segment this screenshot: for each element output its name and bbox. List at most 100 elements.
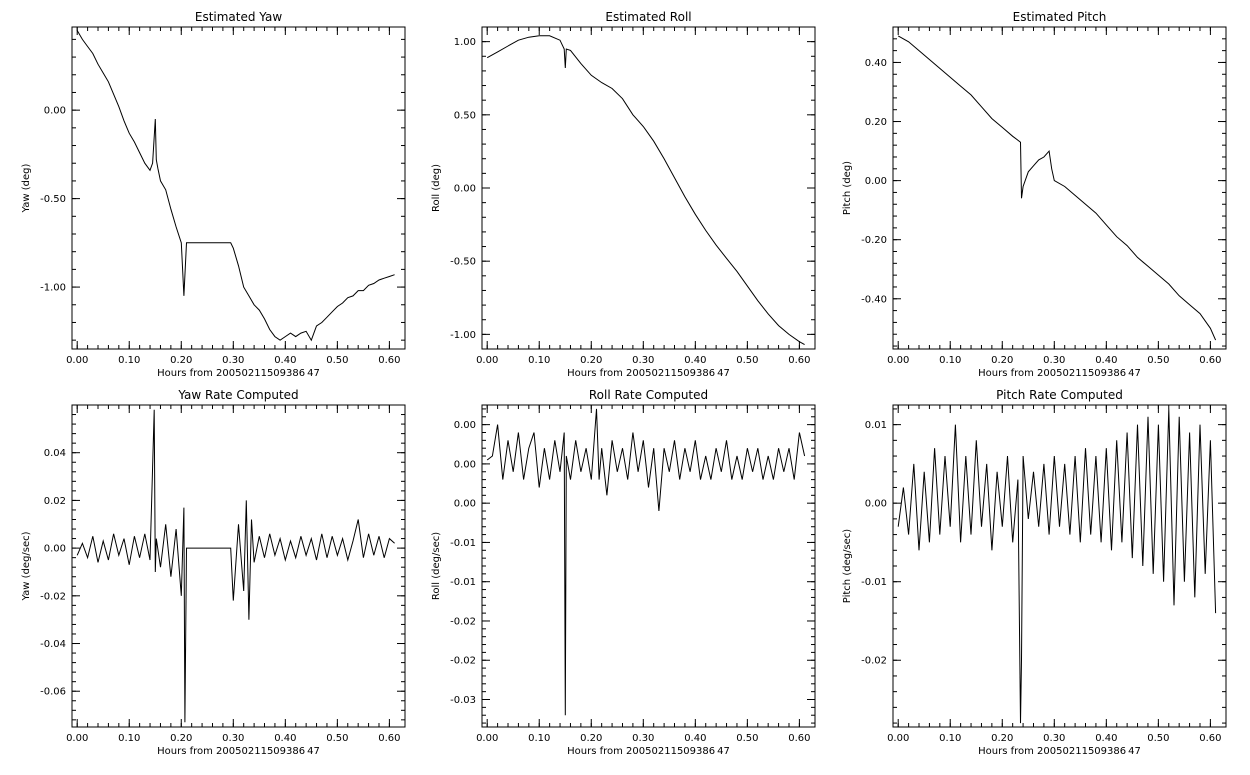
plot-frame — [892, 404, 1227, 728]
series-line — [76, 409, 395, 723]
x-tick-label: 0.10 — [118, 733, 140, 744]
series-line — [897, 408, 1217, 724]
x-tick-label: 0.20 — [580, 355, 602, 366]
chart-panel-5: Roll Rate Computed Hours from 20050211509… — [431, 388, 816, 757]
x-tick-label: 0.10 — [118, 355, 140, 366]
y-tick-label: -0.50 — [450, 257, 476, 268]
y-tick-label: -0.04 — [40, 639, 66, 650]
x-tick-label: 0.00 — [476, 733, 498, 744]
x-tick-label: 0.30 — [632, 733, 654, 744]
y-tick-label: -0.40 — [861, 294, 887, 305]
y-tick-label: 0.02 — [44, 496, 66, 507]
series-line — [897, 35, 1217, 341]
y-tick-label: 0.00 — [865, 499, 887, 510]
y-tick-label: -0.03 — [450, 695, 476, 706]
y-tick-label: 0.00 — [454, 459, 476, 470]
y-tick-label: -0.01 — [450, 538, 476, 549]
plot-frame — [71, 26, 406, 350]
plot-frame — [481, 404, 816, 728]
chart-panel-2: Estimated Roll Hours from 20050211509386 … — [431, 10, 816, 379]
x-tick-label: 0.10 — [939, 355, 961, 366]
x-tick-label: 0.60 — [1199, 733, 1221, 744]
plot-frame — [892, 26, 1227, 350]
x-tick-label: 0.20 — [991, 355, 1013, 366]
y-tick-label: -0.20 — [861, 235, 887, 246]
y-tick-label: -0.01 — [450, 577, 476, 588]
chart-panel-6: Pitch Rate Computed Hours from 2005021150… — [842, 388, 1227, 757]
y-tick-label: 0.00 — [44, 106, 66, 117]
x-tick-label: 0.00 — [66, 733, 88, 744]
y-tick-label: -0.06 — [40, 687, 66, 698]
x-tick-label: 0.60 — [788, 733, 810, 744]
y-tick-label: 0.00 — [454, 499, 476, 510]
x-tick-label: 0.20 — [991, 733, 1013, 744]
x-tick-label: 0.50 — [326, 355, 348, 366]
y-tick-label: 1.00 — [454, 37, 476, 48]
x-tick-label: 0.60 — [788, 355, 810, 366]
plot-frame — [481, 26, 816, 350]
x-tick-label: 0.40 — [1095, 733, 1117, 744]
x-axis-label: Hours from 20050211509386 47 — [157, 368, 320, 379]
x-tick-label: 0.30 — [222, 355, 244, 366]
x-tick-label: 0.40 — [1095, 355, 1117, 366]
chart-panel-1: Estimated Yaw Hours from 20050211509386 4… — [21, 10, 406, 379]
y-axis-label: Yaw (deg/sec) — [21, 531, 32, 601]
chart-title: Estimated Roll — [605, 10, 691, 24]
x-tick-label: 0.10 — [528, 355, 550, 366]
y-tick-label: 0.00 — [454, 184, 476, 195]
x-tick-label: 0.00 — [887, 355, 909, 366]
x-tick-label: 0.50 — [736, 733, 758, 744]
chart-title: Roll Rate Computed — [589, 388, 708, 402]
plot-frame — [71, 404, 406, 728]
x-tick-label: 0.50 — [1147, 355, 1169, 366]
x-tick-label: 0.50 — [326, 733, 348, 744]
y-tick-label: -1.00 — [40, 283, 66, 294]
chart-panel-3: Estimated Pitch Hours from 20050211509386… — [842, 10, 1227, 379]
x-tick-label: 0.30 — [632, 355, 654, 366]
y-axis-label: Pitch (deg/sec) — [842, 529, 853, 604]
x-tick-label: 0.20 — [580, 733, 602, 744]
y-tick-label: 0.01 — [865, 420, 887, 431]
y-axis-label: Roll (deg/sec) — [431, 532, 442, 600]
y-tick-label: -0.01 — [861, 577, 887, 588]
x-tick-label: 0.10 — [528, 733, 550, 744]
x-axis-label: Hours from 20050211509386 47 — [567, 368, 730, 379]
x-tick-label: 0.50 — [736, 355, 758, 366]
x-tick-label: 0.30 — [1043, 733, 1065, 744]
y-tick-label: 0.40 — [865, 58, 887, 69]
y-tick-label: -1.00 — [450, 330, 476, 341]
x-tick-label: 0.00 — [66, 355, 88, 366]
series-line — [486, 35, 805, 346]
x-tick-label: 0.00 — [887, 733, 909, 744]
x-tick-label: 0.40 — [684, 733, 706, 744]
y-tick-label: 0.04 — [44, 448, 66, 459]
y-tick-label: -0.02 — [450, 616, 476, 627]
x-tick-label: 0.20 — [170, 355, 192, 366]
y-tick-label: -0.02 — [450, 656, 476, 667]
x-tick-label: 0.60 — [378, 355, 400, 366]
x-tick-label: 0.30 — [1043, 355, 1065, 366]
chart-title: Pitch Rate Computed — [996, 388, 1123, 402]
x-axis-label: Hours from 20050211509386 47 — [567, 746, 730, 757]
x-tick-label: 0.00 — [476, 355, 498, 366]
series-line — [76, 30, 395, 342]
series-line — [486, 408, 806, 716]
x-axis-label: Hours from 20050211509386 47 — [978, 746, 1141, 757]
y-tick-label: -0.02 — [40, 591, 66, 602]
y-axis-label: Pitch (deg) — [842, 161, 853, 215]
x-tick-label: 0.60 — [378, 733, 400, 744]
x-axis-label: Hours from 20050211509386 47 — [978, 368, 1141, 379]
chart-title: Estimated Yaw — [195, 10, 282, 24]
chart-panel-4: Yaw Rate Computed Hours from 200502115093… — [21, 388, 406, 757]
y-tick-label: 0.20 — [865, 117, 887, 128]
y-tick-label: 0.50 — [454, 110, 476, 121]
y-tick-label: -0.50 — [40, 194, 66, 205]
x-tick-label: 0.30 — [222, 733, 244, 744]
y-tick-label: -0.02 — [861, 656, 887, 667]
y-tick-label: 0.00 — [865, 176, 887, 187]
chart-title: Yaw Rate Computed — [177, 388, 298, 402]
y-tick-label: 0.00 — [454, 420, 476, 431]
x-tick-label: 0.10 — [939, 733, 961, 744]
x-tick-label: 0.40 — [684, 355, 706, 366]
